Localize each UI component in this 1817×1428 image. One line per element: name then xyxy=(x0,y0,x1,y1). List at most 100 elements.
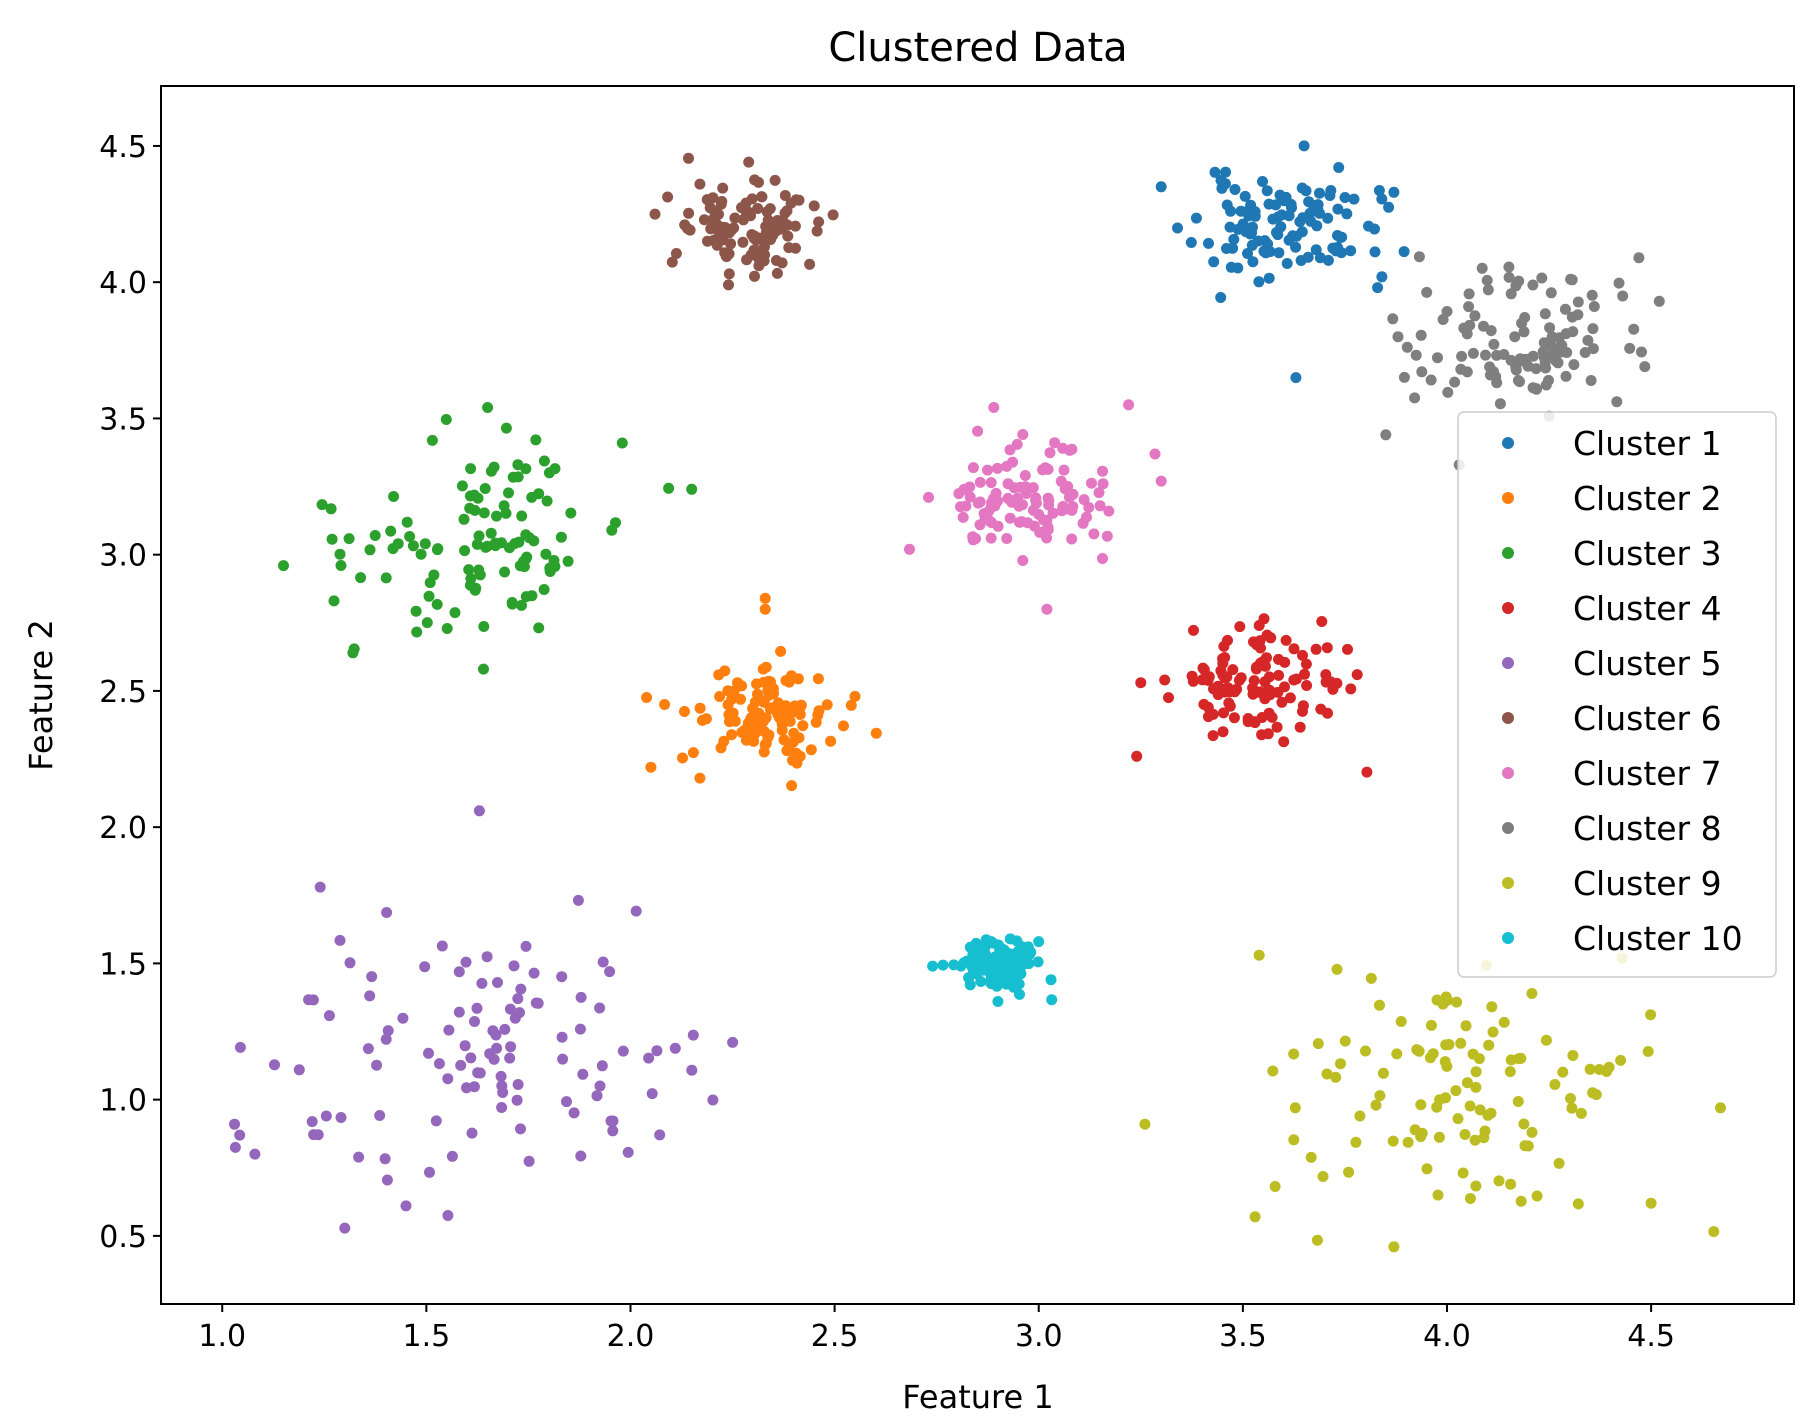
data-point xyxy=(424,577,436,589)
data-point xyxy=(478,621,490,632)
data-point xyxy=(748,244,760,256)
data-point xyxy=(775,645,787,657)
data-point xyxy=(1425,374,1437,386)
data-point xyxy=(385,525,397,537)
data-point xyxy=(719,665,731,677)
data-point xyxy=(1642,1046,1654,1057)
data-point xyxy=(683,152,694,164)
data-point xyxy=(1455,1037,1467,1049)
data-point xyxy=(937,959,949,971)
data-point xyxy=(1488,366,1499,378)
data-point xyxy=(1234,621,1246,633)
data-point xyxy=(1481,274,1493,286)
data-point xyxy=(1432,352,1443,364)
data-point xyxy=(1339,1035,1351,1047)
data-point xyxy=(1229,184,1241,195)
data-point xyxy=(974,946,986,958)
data-point xyxy=(1227,664,1239,676)
data-point xyxy=(1531,1190,1543,1202)
data-point xyxy=(1333,162,1345,173)
data-point xyxy=(523,1155,535,1167)
series-5 xyxy=(229,805,739,1234)
data-point xyxy=(1464,1193,1476,1204)
data-point xyxy=(953,488,965,500)
data-point xyxy=(249,1148,261,1160)
data-point xyxy=(1461,1077,1473,1089)
data-point xyxy=(735,693,746,705)
data-point xyxy=(526,491,538,503)
data-point xyxy=(743,156,755,168)
data-point xyxy=(515,1123,526,1135)
data-point xyxy=(1450,1085,1462,1097)
data-point xyxy=(307,994,319,1006)
data-point xyxy=(1024,948,1036,960)
data-point xyxy=(1249,717,1261,729)
data-point xyxy=(1645,1009,1657,1021)
data-point xyxy=(1264,684,1275,696)
data-point xyxy=(641,692,653,703)
data-point xyxy=(364,990,376,1002)
data-point xyxy=(686,1064,698,1076)
data-point xyxy=(400,1200,412,1212)
data-point xyxy=(1470,1180,1482,1192)
data-point xyxy=(269,1059,280,1071)
data-point xyxy=(1470,1066,1482,1078)
data-point xyxy=(760,737,772,749)
data-point xyxy=(1038,514,1049,526)
data-point xyxy=(1023,958,1035,970)
data-point xyxy=(1297,705,1308,717)
data-point xyxy=(728,685,740,697)
data-point xyxy=(234,1129,246,1141)
y-tick-label: 3.5 xyxy=(99,402,147,437)
data-point xyxy=(1613,277,1625,289)
data-point xyxy=(770,255,782,266)
data-point xyxy=(557,1053,569,1065)
data-point xyxy=(1514,376,1525,388)
data-point xyxy=(404,531,416,542)
data-point xyxy=(1278,736,1290,748)
data-point xyxy=(423,590,435,602)
data-point xyxy=(1456,350,1468,362)
data-point xyxy=(1469,1134,1481,1146)
data-point xyxy=(1296,226,1308,238)
data-point xyxy=(481,540,493,552)
data-point xyxy=(630,905,642,917)
data-point xyxy=(1345,245,1357,257)
data-point xyxy=(1269,1181,1281,1192)
data-point xyxy=(596,1060,608,1072)
data-point xyxy=(1289,1102,1301,1114)
data-point xyxy=(1536,272,1548,284)
data-point xyxy=(1253,949,1265,961)
series-1 xyxy=(1155,140,1410,384)
data-point xyxy=(1398,371,1410,383)
data-point xyxy=(1425,1019,1437,1031)
data-point xyxy=(1265,632,1277,644)
data-point xyxy=(500,422,512,434)
data-point xyxy=(1013,978,1025,990)
data-point xyxy=(520,940,532,952)
data-point xyxy=(687,747,699,759)
data-point xyxy=(1273,669,1285,681)
data-point xyxy=(694,702,706,714)
data-point xyxy=(957,511,969,523)
data-point xyxy=(1476,262,1488,274)
data-point xyxy=(1526,1126,1538,1138)
data-point xyxy=(708,216,720,228)
data-point xyxy=(490,1029,502,1041)
data-point xyxy=(1187,675,1199,687)
data-point xyxy=(1066,533,1078,545)
data-point xyxy=(1409,392,1421,404)
data-point xyxy=(726,693,738,705)
data-point xyxy=(1093,487,1105,499)
data-point xyxy=(1639,361,1651,373)
series-2 xyxy=(641,592,882,792)
data-point xyxy=(715,742,727,754)
data-point xyxy=(1314,207,1325,219)
legend-marker xyxy=(1502,767,1514,779)
data-point xyxy=(1131,750,1143,762)
data-point xyxy=(482,402,494,413)
x-tick-label: 3.0 xyxy=(1015,1319,1063,1354)
data-point xyxy=(1212,689,1224,701)
data-point xyxy=(1513,355,1525,367)
legend-label: Cluster 6 xyxy=(1573,699,1722,738)
